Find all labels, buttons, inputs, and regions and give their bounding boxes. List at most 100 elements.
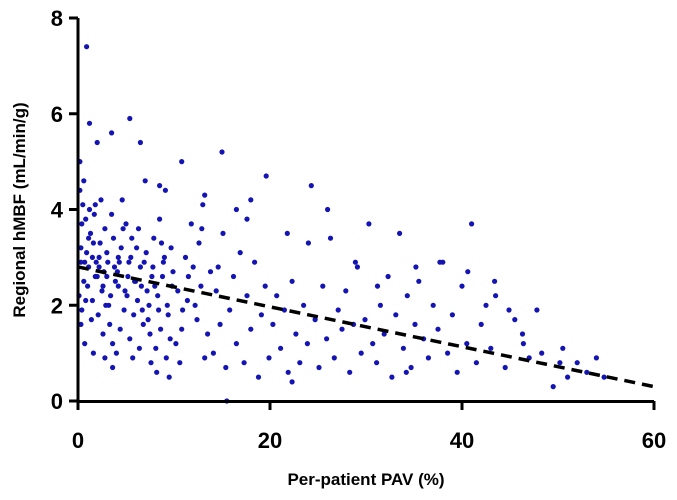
data-point bbox=[404, 293, 410, 299]
data-point bbox=[502, 364, 508, 371]
data-point bbox=[190, 264, 196, 270]
data-point bbox=[389, 374, 395, 380]
data-point bbox=[343, 288, 349, 294]
data-point bbox=[124, 293, 130, 299]
data-point bbox=[127, 115, 133, 122]
data-point bbox=[147, 331, 153, 337]
data-point bbox=[196, 240, 202, 246]
data-point bbox=[122, 288, 128, 294]
data-point bbox=[164, 302, 170, 308]
data-point bbox=[413, 264, 419, 270]
data-point bbox=[202, 192, 208, 198]
data-point bbox=[593, 355, 600, 361]
data-point bbox=[111, 264, 118, 270]
data-point bbox=[88, 317, 94, 323]
data-point bbox=[119, 197, 125, 203]
data-point bbox=[94, 273, 100, 280]
data-point bbox=[397, 230, 403, 236]
data-point bbox=[473, 360, 479, 366]
y-tick-label: 4 bbox=[51, 198, 64, 223]
data-point bbox=[96, 254, 102, 260]
data-point bbox=[425, 355, 431, 361]
data-point bbox=[80, 202, 86, 208]
data-point bbox=[325, 206, 331, 213]
data-point bbox=[185, 273, 191, 280]
data-point bbox=[230, 273, 237, 280]
data-point bbox=[262, 283, 268, 289]
data-point bbox=[127, 336, 133, 342]
x-axis-ticks: 0 20 40 60 bbox=[72, 401, 666, 453]
data-point bbox=[166, 374, 172, 380]
data-point bbox=[215, 264, 221, 270]
data-point bbox=[202, 355, 208, 361]
data-point bbox=[110, 364, 116, 371]
data-point bbox=[400, 345, 406, 351]
data-point bbox=[144, 288, 150, 294]
data-point bbox=[128, 254, 134, 260]
data-point bbox=[539, 350, 545, 356]
data-point bbox=[557, 360, 563, 366]
data-point bbox=[110, 235, 117, 241]
data-point bbox=[170, 269, 176, 275]
data-point bbox=[137, 139, 143, 146]
data-point bbox=[89, 297, 95, 304]
data-point bbox=[83, 297, 89, 304]
x-axis-title: Per-patient PAV (%) bbox=[287, 470, 444, 489]
data-point bbox=[289, 278, 295, 284]
data-point bbox=[278, 345, 284, 351]
data-point bbox=[199, 226, 205, 232]
data-point bbox=[83, 216, 89, 222]
data-point bbox=[408, 364, 414, 371]
data-point bbox=[213, 288, 219, 294]
data-point bbox=[244, 293, 250, 299]
data-point bbox=[347, 369, 353, 375]
data-point bbox=[281, 307, 287, 313]
data-point bbox=[464, 341, 470, 347]
data-point bbox=[142, 178, 148, 184]
data-point bbox=[145, 317, 151, 323]
data-point bbox=[188, 221, 194, 227]
data-point bbox=[403, 369, 409, 375]
data-point bbox=[374, 360, 380, 366]
data-point bbox=[244, 216, 250, 222]
data-point bbox=[86, 120, 93, 126]
data-point bbox=[248, 326, 254, 332]
data-point bbox=[148, 360, 154, 366]
data-point bbox=[121, 307, 127, 313]
data-point bbox=[258, 312, 264, 318]
data-point bbox=[237, 250, 243, 256]
data-point bbox=[252, 259, 258, 265]
data-point bbox=[437, 259, 443, 265]
data-point bbox=[227, 307, 233, 313]
data-point bbox=[534, 307, 540, 313]
data-point bbox=[156, 307, 162, 313]
data-point bbox=[153, 345, 159, 351]
data-point bbox=[157, 216, 163, 222]
data-point bbox=[177, 360, 183, 366]
data-point bbox=[316, 364, 322, 371]
data-point bbox=[141, 259, 147, 265]
data-point bbox=[165, 312, 171, 318]
data-point bbox=[139, 307, 145, 313]
data-point bbox=[82, 259, 88, 265]
data-point bbox=[87, 230, 94, 236]
data-point bbox=[255, 374, 262, 380]
data-point bbox=[130, 355, 136, 361]
data-point bbox=[324, 336, 330, 342]
data-point bbox=[301, 302, 307, 308]
data-point bbox=[112, 278, 118, 284]
data-point bbox=[241, 360, 247, 366]
data-point bbox=[233, 341, 239, 347]
data-point bbox=[305, 240, 311, 246]
data-point bbox=[92, 202, 98, 208]
data-point bbox=[78, 321, 84, 327]
data-point bbox=[339, 326, 345, 332]
data-point bbox=[512, 317, 518, 323]
data-point bbox=[106, 302, 112, 308]
data-point bbox=[483, 302, 489, 308]
data-point bbox=[79, 221, 85, 227]
data-point bbox=[137, 264, 143, 270]
data-point bbox=[86, 235, 92, 241]
data-point bbox=[138, 283, 144, 289]
data-point bbox=[146, 302, 152, 308]
